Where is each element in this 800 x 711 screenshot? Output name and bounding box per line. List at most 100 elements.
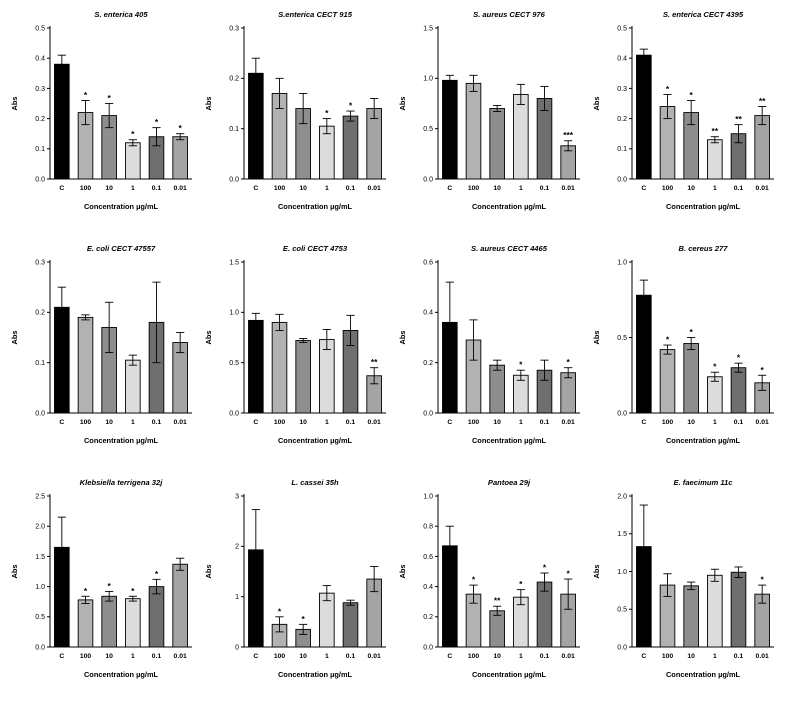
x-axis-label: Concentration µg/mL	[84, 670, 159, 679]
chart-panel-10: Pantoea 29j 0.0 0.2 0.4 0.6 0.8 1.0 Abs C * 100 ** 1…	[396, 474, 586, 699]
y-tick-label: 0.6	[423, 259, 433, 266]
x-tick-label: 10	[105, 419, 113, 426]
y-tick-label: 0.2	[35, 116, 45, 123]
bar-10	[683, 343, 699, 414]
chart-panel-1: S.enterica CECT 915 0.0 0.1 0.2 0.3 Abs C 100 10…	[202, 6, 392, 231]
x-tick-label: 10	[105, 653, 113, 660]
x-tick-label: 100	[274, 419, 286, 426]
x-tick-label: 1	[519, 185, 523, 192]
x-tick-label: 0.01	[174, 653, 187, 660]
x-axis-label: Concentration µg/mL	[472, 436, 547, 445]
x-tick-label: C	[641, 653, 646, 660]
x-tick-label: 0.01	[562, 185, 575, 192]
x-tick-label: C	[447, 419, 452, 426]
y-tick-label: 0.3	[35, 259, 45, 266]
x-tick-label: 100	[662, 419, 674, 426]
y-tick-label: 0.8	[423, 524, 433, 531]
significance-label: *	[155, 569, 159, 579]
x-tick-label: 1	[325, 653, 329, 660]
chart-svg-10: Pantoea 29j0.00.20.40.60.81.0AbsC*100**1…	[398, 478, 580, 679]
bar-C	[248, 319, 264, 414]
x-tick-label: 0.1	[540, 419, 550, 426]
significance-label: *	[108, 581, 112, 591]
significance-label: *	[349, 101, 353, 111]
chart-panel-4: E. coli CECT 47557 0.0 0.1 0.2 0.3 Abs C 100 10 1…	[8, 240, 198, 465]
y-tick-label: 0.3	[229, 25, 239, 32]
y-axis-label: Abs	[10, 565, 19, 579]
x-tick-label: C	[59, 185, 64, 192]
x-tick-label: 0.01	[756, 185, 769, 192]
chart-title: L. cassei 35h	[291, 478, 339, 487]
significance-label: **	[759, 96, 766, 106]
chart-title: S. aureus CECT 976	[473, 10, 546, 19]
y-tick-label: 2.0	[617, 493, 627, 500]
x-axis-label: Concentration µg/mL	[278, 202, 353, 211]
x-tick-label: 0.01	[756, 419, 769, 426]
x-tick-label: 1	[325, 419, 329, 426]
bar-10	[683, 585, 699, 648]
chart-svg-9: L. cassei 35h 0 1 2 3 Abs C * 100 * 10 1 0.1 0.01 Conc…	[204, 478, 386, 679]
x-tick-label: 0.01	[174, 419, 187, 426]
y-tick-label: 2.0	[35, 524, 45, 531]
y-tick-label: 0.2	[423, 614, 433, 621]
significance-label: *	[84, 586, 88, 596]
x-tick-label: 100	[662, 653, 674, 660]
x-tick-label: 0.1	[734, 653, 744, 660]
significance-label: *	[567, 357, 571, 367]
bar-1	[125, 598, 141, 648]
x-tick-label: 100	[274, 653, 286, 660]
y-tick-label: 0.4	[423, 584, 433, 591]
bar-1	[125, 142, 141, 180]
y-tick-label: 0.1	[229, 126, 239, 133]
bar-1	[319, 339, 335, 414]
significance-label: **	[494, 596, 501, 606]
x-tick-label: 0.1	[540, 653, 550, 660]
y-tick-label: 0.0	[423, 176, 433, 183]
bar-0.01	[560, 372, 576, 414]
x-tick-label: 1	[131, 419, 135, 426]
significance-label: *	[690, 90, 694, 100]
bar-100	[77, 599, 94, 648]
y-tick-label: 1.5	[617, 531, 627, 538]
y-tick-label: 1.5	[35, 554, 45, 561]
chart-panel-7: B. cereus 277 0.0 0.5 1.0 Abs C * 100 * 10 * 1 * 0.1 *…	[590, 240, 780, 465]
y-tick-label: 0.0	[229, 176, 239, 183]
x-tick-label: 1	[519, 653, 523, 660]
y-tick-label: 0.1	[35, 146, 45, 153]
y-tick-label: 0.3	[617, 86, 627, 93]
x-tick-label: 1	[713, 653, 717, 660]
y-tick-label: 0.2	[617, 116, 627, 123]
x-tick-label: C	[59, 653, 64, 660]
y-tick-label: 0.5	[35, 614, 45, 621]
significance-label: *	[131, 586, 135, 596]
x-tick-label: 10	[687, 653, 695, 660]
x-tick-label: 0.01	[562, 653, 575, 660]
y-tick-label: 0.0	[35, 176, 45, 183]
chart-title: S.enterica CECT 915	[278, 10, 353, 19]
x-tick-label: 0.1	[152, 419, 162, 426]
y-tick-label: 0.1	[35, 360, 45, 367]
x-tick-label: C	[59, 419, 64, 426]
significance-label: *	[325, 108, 329, 118]
y-tick-label: 0.5	[617, 25, 627, 32]
y-tick-label: 0.1	[617, 146, 627, 153]
y-tick-label: 0.2	[423, 360, 433, 367]
bar-1	[319, 592, 335, 648]
significance-label: *	[761, 365, 765, 375]
chart-panel-9: L. cassei 35h 0 1 2 3 Abs C * 100 * 10 1 0.1 0.01 Conc…	[202, 474, 392, 699]
x-axis-label: Concentration µg/mL	[666, 436, 741, 445]
bar-C	[248, 72, 264, 180]
y-tick-label: 0.6	[423, 554, 433, 561]
x-tick-label: 0.1	[152, 185, 162, 192]
significance-label: *	[713, 362, 717, 372]
chart-panel-5: E. coli CECT 4753 0.0 0.5 1.0 1.5 Abs C 100 10 1 0…	[202, 240, 392, 465]
y-tick-label: 0.0	[423, 410, 433, 417]
y-tick-label: 0.0	[35, 644, 45, 651]
chart-panel-2: S. aureus CECT 976 0.0 0.5 1.0 1.5 Abs C 100 10 1…	[396, 6, 586, 231]
y-tick-label: 1.0	[35, 584, 45, 591]
y-axis-label: Abs	[398, 331, 407, 345]
significance-label: *	[519, 579, 523, 589]
